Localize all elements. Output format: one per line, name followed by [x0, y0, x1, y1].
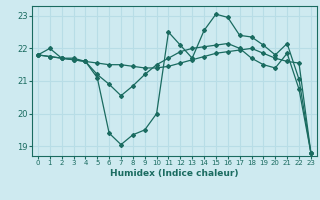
- X-axis label: Humidex (Indice chaleur): Humidex (Indice chaleur): [110, 169, 239, 178]
